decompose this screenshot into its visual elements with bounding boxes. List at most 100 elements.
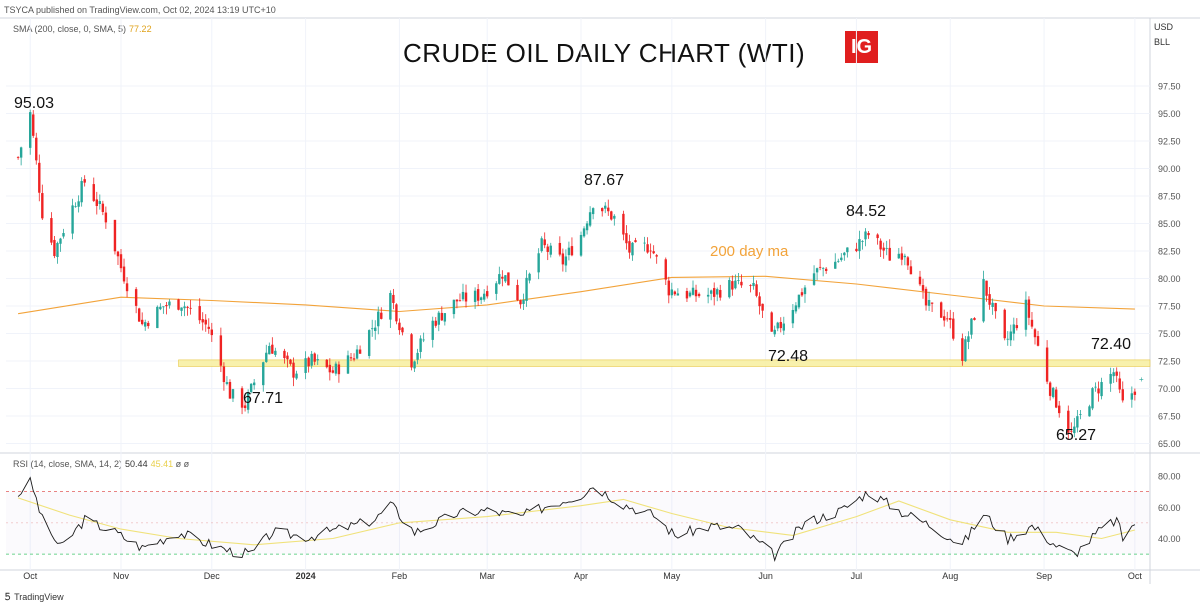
candle-body	[1076, 416, 1079, 428]
candle-body	[210, 329, 213, 336]
candle-body	[522, 299, 525, 304]
candle-body	[755, 284, 758, 296]
candle-body	[900, 253, 904, 260]
candle-body	[888, 247, 891, 261]
candle-body	[482, 293, 486, 300]
candle-body	[782, 323, 785, 331]
candle-body	[712, 288, 716, 297]
candle-body	[812, 273, 816, 285]
candle-body	[240, 388, 244, 408]
candle-body	[243, 405, 247, 408]
candle-body	[909, 266, 913, 275]
candle-body	[501, 276, 504, 279]
chart-annotation: 65.27	[1056, 427, 1096, 444]
candle-body	[307, 357, 310, 367]
candle-body	[846, 247, 849, 253]
candle-body	[876, 234, 879, 239]
sma-legend-value: 77.22	[129, 24, 152, 34]
candle-body	[162, 306, 165, 308]
candle-body	[655, 255, 658, 257]
candle-body	[434, 320, 437, 326]
candle-body	[295, 373, 298, 379]
candle-body	[837, 260, 840, 262]
candle-body	[219, 335, 223, 366]
chart-annotation: 200 day ma	[710, 243, 789, 260]
candle-body	[38, 162, 41, 193]
candle-body	[29, 112, 32, 148]
candle-body	[988, 294, 991, 305]
candle-body	[495, 283, 498, 294]
candle-body	[794, 305, 798, 312]
candle-body	[134, 289, 138, 306]
candle-body	[422, 339, 425, 341]
candle-body	[667, 280, 670, 296]
candle-body	[961, 338, 964, 361]
candle-body	[546, 246, 549, 252]
candle-body	[779, 321, 782, 329]
candle-body	[83, 179, 86, 183]
candle-body	[349, 357, 353, 359]
candle-body	[455, 299, 459, 302]
candle-body	[122, 266, 126, 282]
candle-body	[144, 322, 147, 327]
candle-body	[367, 330, 371, 356]
candle-body	[591, 208, 595, 215]
currency-unit-box[interactable]: USD BLL	[1154, 20, 1188, 50]
candle-body	[252, 382, 256, 386]
price-tick-label: 70.00	[1158, 384, 1181, 394]
time-tick-label: Oct	[1128, 571, 1143, 581]
candle-body	[982, 279, 985, 322]
candle-body	[498, 274, 501, 284]
candle-body	[601, 208, 604, 212]
candle-body	[410, 334, 413, 368]
candle-body	[461, 291, 465, 300]
candle-body	[858, 239, 861, 252]
candle-body	[325, 359, 329, 368]
candle-body	[897, 253, 901, 259]
candle-body	[352, 358, 356, 360]
candle-body	[225, 382, 229, 384]
candle-body	[137, 308, 141, 322]
candle-body	[631, 242, 634, 256]
chart-annotation: 72.48	[768, 348, 808, 365]
candle-body	[440, 312, 444, 321]
candle-body	[652, 251, 655, 254]
candle-body	[377, 311, 380, 327]
candle-body	[35, 137, 38, 161]
candle-body	[1006, 338, 1009, 340]
candle-body	[930, 302, 934, 304]
chart-annotation: 95.03	[14, 95, 54, 112]
candle-body	[770, 312, 773, 332]
candle-body	[80, 181, 83, 203]
candle-body	[803, 287, 807, 295]
candle-body	[843, 252, 846, 256]
candle-body	[464, 292, 468, 302]
candle-body	[286, 355, 289, 360]
candle-body	[964, 339, 967, 362]
candle-body	[673, 291, 677, 295]
candle-body	[643, 242, 646, 244]
price-tick-label: 75.00	[1158, 329, 1181, 339]
candle-body	[19, 147, 23, 158]
candle-body	[967, 336, 970, 342]
time-tick-label: Apr	[574, 571, 588, 581]
candle-body	[476, 289, 480, 301]
price-tick-label: 65.00	[1158, 439, 1181, 449]
candle-body	[116, 251, 120, 257]
candle-body	[389, 292, 392, 320]
candle-body	[265, 352, 268, 362]
candle-body	[125, 283, 129, 292]
candle-body	[1094, 386, 1097, 388]
sma-200-line	[18, 275, 1135, 315]
candle-body	[207, 326, 210, 329]
candle-body	[994, 303, 997, 312]
price-tick-label: 77.50	[1158, 302, 1181, 312]
candle-body	[1033, 329, 1037, 338]
candle-body	[1045, 347, 1049, 382]
candle-body	[95, 199, 98, 206]
candle-body	[540, 238, 543, 252]
candle-body	[1109, 373, 1112, 384]
candle-body	[670, 289, 674, 296]
candle-body	[561, 253, 565, 265]
